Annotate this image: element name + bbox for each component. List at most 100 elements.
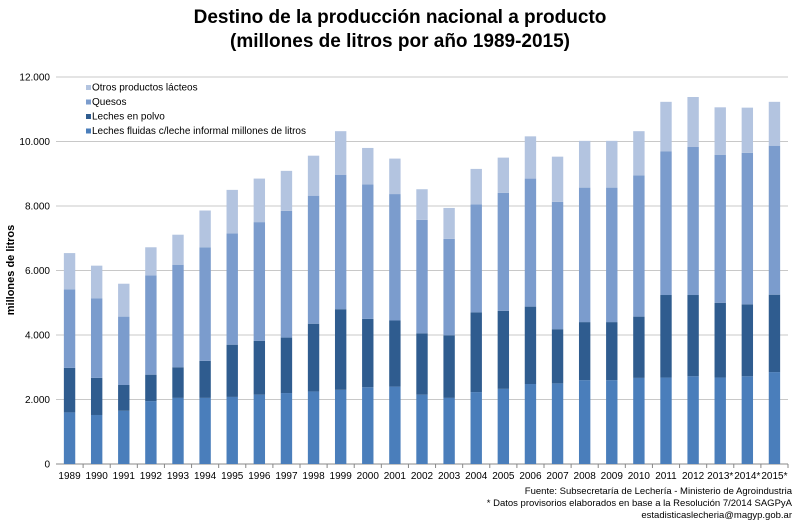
bar-segment (768, 372, 781, 464)
bar-segment (145, 401, 157, 464)
bar-segment (226, 344, 238, 397)
bar-segment (660, 151, 672, 296)
y-tick-label: 2.000 (25, 395, 50, 406)
bar-segment (416, 333, 428, 395)
legend-entry: Quesos (92, 97, 126, 108)
bar-segment (63, 253, 76, 290)
bar-segment (118, 410, 130, 464)
legend: Otros productos lácteos Quesos Leches en p… (86, 83, 306, 137)
bar-segment (470, 168, 482, 205)
chart-title-line-2: (millones de litros por año 1989-2015) (230, 31, 570, 52)
bar-segment (633, 131, 645, 176)
legend-entry: Leches fluidas c/leche informal millones… (92, 126, 306, 137)
bar-segment (280, 170, 293, 211)
y-tick-label: 6.000 (25, 266, 50, 277)
chart-title: Destino de la producción nacional a prod… (0, 6, 800, 54)
bar-segment (687, 376, 699, 464)
bar-segment (633, 377, 645, 464)
bar-segment (253, 222, 266, 341)
bar-segment (416, 189, 428, 220)
bar-segment (389, 386, 401, 464)
x-tick-label: 2000 (357, 471, 380, 482)
axes: 0 2.000 4.000 6.000 8.000 10.000 12.000 1989 199… (19, 73, 789, 482)
bar-segment (443, 207, 455, 239)
bar-segment (578, 380, 591, 464)
x-tick-label: 2010 (628, 471, 651, 482)
bar-segment (497, 310, 510, 389)
bar-segment (389, 194, 401, 321)
bar-segment (334, 309, 347, 390)
bar-segment (280, 210, 293, 338)
bars (63, 96, 781, 464)
bar-segment (524, 136, 537, 179)
bar-segment (199, 247, 211, 361)
x-tick-label: 1991 (113, 471, 136, 482)
bar-segment (497, 157, 510, 193)
y-tick-label: 12.000 (19, 73, 50, 84)
legend-entry: Leches en polvo (92, 112, 165, 123)
bar-segment (606, 187, 618, 323)
bar-segment (334, 131, 347, 175)
footnote-source: Fuente: Subsecretaría de Lechería - Mini… (524, 486, 792, 497)
x-tick-label: 2014* (734, 471, 760, 482)
bar-segment (551, 383, 564, 464)
x-tick-label: 1996 (248, 471, 271, 482)
bar-segment (118, 283, 130, 317)
bar-segment (416, 219, 428, 334)
bar-segment (63, 412, 76, 464)
y-tick-label: 0 (44, 460, 50, 471)
bar-segment (578, 322, 591, 381)
bar-segment (497, 388, 510, 464)
bar-segment (687, 146, 699, 296)
bar-segment (551, 201, 564, 330)
bar-segment (687, 295, 699, 377)
bar-segment (443, 397, 455, 464)
bar-segment (687, 96, 699, 147)
legend-entry: Otros productos lácteos (92, 83, 198, 94)
bar-segment (551, 329, 564, 384)
bar-segment (226, 189, 238, 234)
bar-segment (199, 210, 211, 248)
bar-segment (145, 275, 157, 375)
x-tick-label: 2002 (411, 471, 434, 482)
x-tick-label: 2012 (682, 471, 705, 482)
bar-segment (660, 295, 672, 378)
bar-segment (362, 147, 374, 185)
x-tick-label: 2001 (384, 471, 407, 482)
bar-segment (280, 393, 293, 464)
x-tick-label: 1990 (86, 471, 109, 482)
bar-segment (524, 178, 537, 307)
x-tick-label: 1995 (221, 471, 244, 482)
bar-segment (389, 158, 401, 195)
bar-segment (63, 289, 76, 368)
bar-segment (253, 394, 266, 464)
bar-segment (497, 192, 510, 311)
bar-segment (470, 204, 482, 313)
bar-segment (633, 175, 645, 317)
bar-segment (334, 389, 347, 464)
x-tick-label: 2008 (574, 471, 597, 482)
bar-segment (524, 384, 537, 464)
bar-segment (660, 377, 672, 464)
bar-segment (280, 337, 293, 394)
bar-segment (362, 184, 374, 319)
x-tick-label: 2015* (761, 471, 787, 482)
legend-swatch (86, 85, 91, 90)
footnote-email: estadisticaslecheria@magyp.gob.ar (641, 510, 792, 521)
bar-segment (578, 140, 591, 188)
x-tick-label: 2006 (519, 471, 542, 482)
x-tick-label: 2011 (655, 471, 677, 482)
bar-segment (443, 335, 455, 398)
bar-segment (90, 265, 103, 299)
bar-segment (470, 312, 482, 393)
x-tick-label: 1998 (302, 471, 325, 482)
bar-segment (307, 195, 320, 324)
x-tick-label: 1993 (167, 471, 190, 482)
x-tick-label: 2005 (492, 471, 515, 482)
bar-segment (118, 384, 130, 411)
bar-segment (606, 140, 618, 188)
x-tick-label: 2003 (438, 471, 461, 482)
bar-segment (90, 414, 103, 464)
bar-segment (470, 392, 482, 464)
